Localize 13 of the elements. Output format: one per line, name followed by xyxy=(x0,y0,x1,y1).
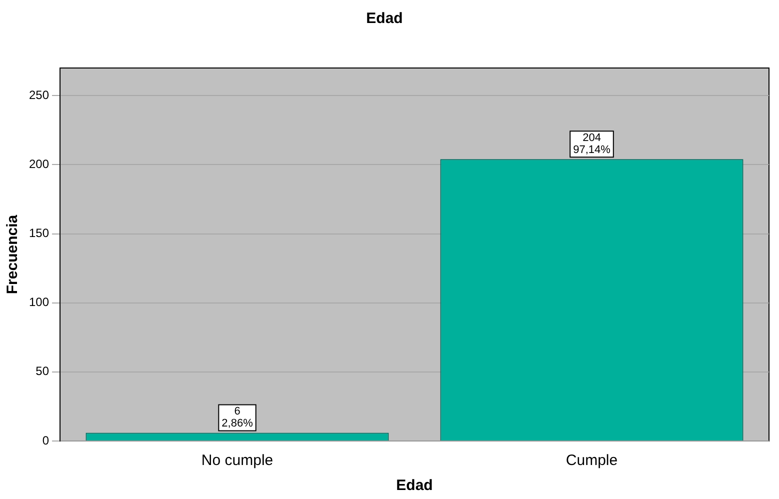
y-tick-label: 50 xyxy=(36,364,50,378)
y-tick-label: 200 xyxy=(28,157,50,172)
y-tick-label: 150 xyxy=(28,226,50,240)
y-tick-label: 100 xyxy=(28,295,50,310)
y-axis-title: Frecuencia xyxy=(4,214,22,294)
y-tick-label: 0 xyxy=(42,433,50,448)
chart-title: Edad xyxy=(366,10,403,28)
x-axis-title: Edad xyxy=(396,477,433,494)
data-label: 204 97,14% xyxy=(573,132,611,156)
x-tick-label: No cumple xyxy=(201,452,274,470)
y-tick-label: 250 xyxy=(28,88,50,102)
x-tick-label: Cumple xyxy=(566,452,618,470)
data-label: 6 2,86% xyxy=(222,406,254,430)
